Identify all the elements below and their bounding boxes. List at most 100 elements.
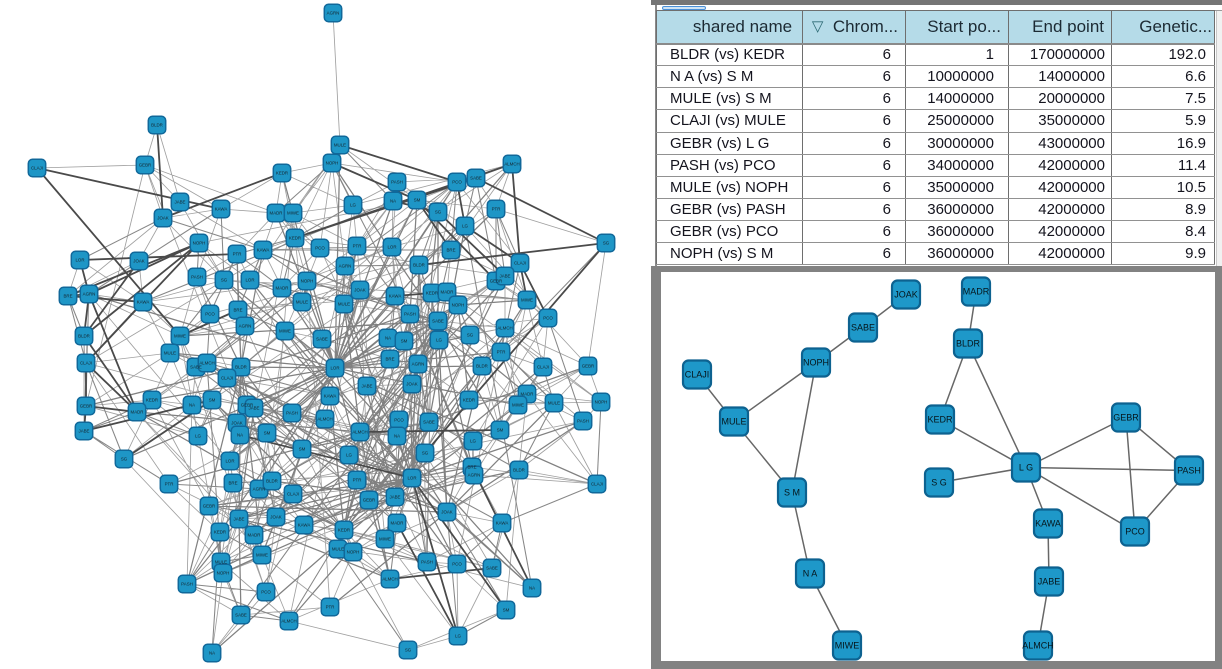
- svg-text:NA: NA: [189, 403, 195, 408]
- svg-text:JABE: JABE: [175, 200, 186, 205]
- svg-text:PCO: PCO: [452, 562, 462, 567]
- svg-text:PTR: PTR: [497, 350, 506, 355]
- svg-text:KAWA: KAWA: [389, 294, 402, 299]
- svg-text:BLDR: BLDR: [266, 479, 278, 484]
- svg-text:AGRN: AGRN: [468, 473, 481, 478]
- svg-text:NOPH: NOPH: [193, 241, 206, 246]
- svg-text:NOPH: NOPH: [301, 279, 314, 284]
- svg-text:JABE: JABE: [500, 274, 511, 279]
- svg-text:NOPH: NOPH: [452, 303, 465, 308]
- svg-text:PASH: PASH: [191, 275, 203, 280]
- svg-text:LOR: LOR: [407, 476, 416, 481]
- svg-text:GEBR: GEBR: [241, 403, 253, 408]
- svg-text:LG: LG: [470, 439, 476, 444]
- svg-text:JOAK: JOAK: [406, 382, 418, 387]
- svg-text:GEBR: GEBR: [490, 279, 502, 284]
- svg-text:PTR: PTR: [492, 207, 501, 212]
- svg-text:JABE: JABE: [362, 384, 373, 389]
- svg-text:LG: LG: [350, 203, 356, 208]
- svg-text:CLAJI: CLAJI: [514, 261, 526, 266]
- svg-text:AGRN: AGRN: [327, 11, 340, 16]
- svg-text:CLAJI: CLAJI: [537, 365, 549, 370]
- svg-text:PCO: PCO: [315, 246, 325, 251]
- svg-text:KEDR: KEDR: [146, 398, 158, 403]
- svg-text:KAWA: KAWA: [496, 521, 509, 526]
- svg-text:MIWE: MIWE: [279, 329, 291, 334]
- svg-text:MADR: MADR: [391, 521, 404, 526]
- svg-text:BRE: BRE: [233, 308, 242, 313]
- svg-text:SABE: SABE: [470, 176, 482, 181]
- svg-text:PCO: PCO: [261, 590, 271, 595]
- svg-text:MIWE: MIWE: [174, 334, 186, 339]
- svg-text:BRE: BRE: [467, 465, 476, 470]
- svg-text:SM: SM: [264, 431, 271, 436]
- svg-text:MULE: MULE: [721, 416, 746, 426]
- svg-text:SM: SM: [401, 339, 408, 344]
- svg-text:ALMCH: ALMCH: [382, 577, 397, 582]
- svg-text:NA: NA: [209, 651, 215, 656]
- svg-text:BRE: BRE: [446, 248, 455, 253]
- svg-text:KAWA: KAWA: [257, 248, 270, 253]
- svg-text:BRE: BRE: [385, 357, 394, 362]
- svg-text:JABE: JABE: [249, 406, 260, 411]
- svg-text:SG: SG: [221, 278, 228, 283]
- svg-text:LG: LG: [346, 453, 352, 458]
- svg-text:KAWA: KAWA: [298, 523, 311, 528]
- svg-text:PTR: PTR: [233, 252, 242, 257]
- svg-text:S G: S G: [931, 477, 947, 487]
- svg-text:S M: S M: [784, 487, 800, 497]
- svg-text:LOR: LOR: [225, 459, 234, 464]
- svg-text:PTR: PTR: [353, 478, 362, 483]
- svg-text:BRE: BRE: [63, 294, 72, 299]
- svg-text:SABE: SABE: [190, 365, 202, 370]
- svg-text:LG: LG: [195, 434, 201, 439]
- svg-text:KEDR: KEDR: [276, 171, 288, 176]
- svg-text:KEDR: KEDR: [338, 528, 350, 533]
- svg-text:CLAJI: CLAJI: [591, 482, 603, 487]
- svg-text:CLAJI: CLAJI: [287, 492, 299, 497]
- svg-text:PASH: PASH: [577, 419, 589, 424]
- svg-text:KEDR: KEDR: [289, 236, 301, 241]
- svg-text:SM: SM: [497, 428, 504, 433]
- svg-text:MULE: MULE: [215, 560, 227, 565]
- svg-text:SABE: SABE: [235, 613, 247, 618]
- svg-text:LG: LG: [436, 338, 442, 343]
- svg-text:BLDR: BLDR: [78, 334, 90, 339]
- svg-text:BLDR: BLDR: [956, 338, 981, 348]
- svg-text:PTR: PTR: [353, 244, 362, 249]
- svg-text:LOR: LOR: [330, 366, 339, 371]
- svg-text:MULE: MULE: [332, 547, 344, 552]
- svg-text:SG: SG: [405, 648, 412, 653]
- svg-text:ALMCH: ALMCH: [352, 430, 367, 435]
- svg-text:NOPH: NOPH: [217, 571, 230, 576]
- svg-text:ALMCH: ALMCH: [199, 361, 214, 366]
- svg-text:KEDR: KEDR: [927, 414, 953, 424]
- svg-text:NOPH: NOPH: [803, 357, 829, 367]
- svg-text:PCO: PCO: [543, 316, 553, 321]
- svg-text:NA: NA: [394, 434, 400, 439]
- svg-text:PASH: PASH: [181, 582, 193, 587]
- svg-text:ALMCH: ALMCH: [281, 619, 296, 624]
- svg-text:JOAK: JOAK: [157, 216, 169, 221]
- svg-text:KEDR: KEDR: [214, 530, 226, 535]
- svg-text:MIWE: MIWE: [287, 211, 299, 216]
- svg-text:CLAJI: CLAJI: [80, 361, 92, 366]
- svg-text:SM: SM: [414, 198, 421, 203]
- svg-text:BLDR: BLDR: [151, 123, 163, 128]
- svg-text:GEBR: GEBR: [363, 498, 375, 503]
- svg-text:JOAK: JOAK: [270, 515, 282, 520]
- svg-text:JOAK: JOAK: [441, 510, 453, 515]
- svg-text:PASH: PASH: [1177, 465, 1201, 475]
- svg-text:BLDR: BLDR: [513, 468, 525, 473]
- svg-text:SG: SG: [603, 241, 610, 246]
- svg-text:ALMCH: ALMCH: [317, 417, 332, 422]
- svg-text:NA: NA: [385, 336, 391, 341]
- svg-text:JABE: JABE: [79, 429, 90, 434]
- svg-text:MULE: MULE: [338, 302, 350, 307]
- svg-text:SG: SG: [467, 333, 474, 338]
- svg-text:MIWE: MIWE: [835, 640, 860, 650]
- svg-text:MULE: MULE: [296, 300, 308, 305]
- svg-text:L G: L G: [1019, 462, 1033, 472]
- svg-text:ALMCH: ALMCH: [497, 326, 512, 331]
- svg-text:JOAK: JOAK: [354, 288, 366, 293]
